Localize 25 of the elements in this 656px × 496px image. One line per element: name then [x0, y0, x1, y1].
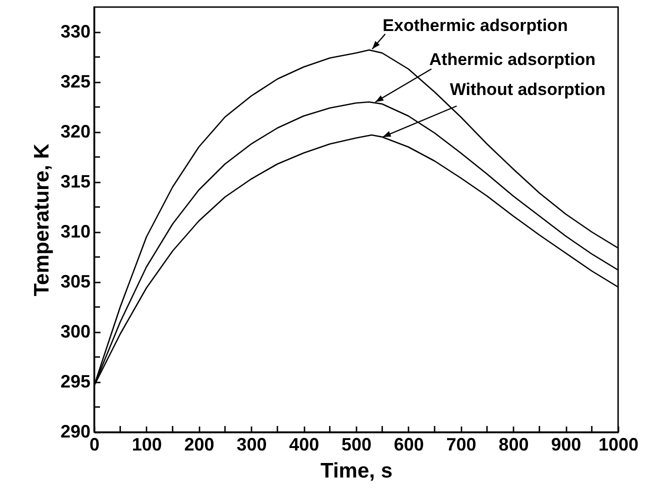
y-tick-label: 330 [60, 22, 90, 42]
y-tick-label: 325 [60, 72, 90, 92]
x-tick-label: 100 [132, 434, 162, 454]
x-tick-label: 300 [236, 434, 267, 454]
annotation: Exothermic adsorption [382, 16, 568, 35]
y-tick-label: 305 [60, 272, 90, 292]
x-axis-title: Time, s [320, 460, 392, 482]
x-tick-label: 700 [446, 434, 476, 454]
y-tick-label: 315 [60, 172, 90, 192]
y-tick-label: 320 [60, 122, 90, 142]
x-tick-label: 800 [498, 434, 529, 454]
annotation: Athermic adsorption [429, 50, 596, 69]
x-tick-label: 0 [89, 434, 100, 454]
x-tick-label: 900 [551, 434, 582, 454]
x-tick-label: 500 [341, 434, 372, 454]
y-axis-title: Temperature, K [30, 144, 54, 296]
y-tick-label: 290 [60, 422, 90, 442]
x-tick-label: 1000 [598, 434, 639, 454]
x-tick-label: 200 [184, 434, 214, 454]
y-tick-label: 300 [60, 322, 90, 342]
y-tick-label: 310 [60, 222, 90, 242]
x-tick-label: 600 [394, 434, 424, 454]
y-tick-label: 295 [60, 372, 90, 392]
x-tick-label: 400 [289, 434, 320, 454]
annotation: Without adsorption [450, 80, 606, 99]
